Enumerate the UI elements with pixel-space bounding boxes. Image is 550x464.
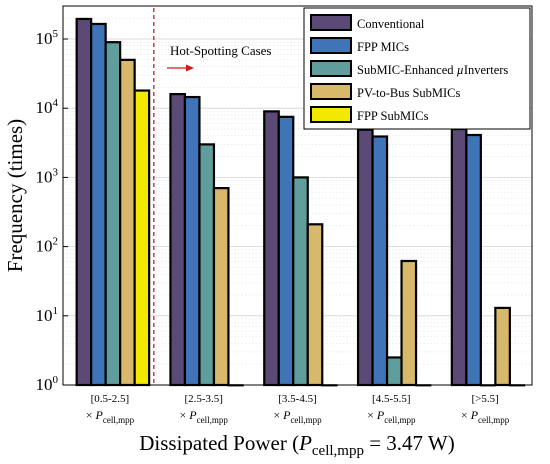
legend-swatch: [310, 14, 352, 31]
bar: [183, 95, 201, 387]
legend-label: SubMIC-Enhanced µInverters: [357, 63, 508, 77]
legend-label: Conventional: [357, 17, 425, 31]
y-tick-label: 101: [36, 305, 59, 325]
bar: [198, 143, 216, 387]
legend-swatch: [310, 106, 352, 123]
bar: [465, 133, 482, 387]
legend-label: FPP SubMICs: [357, 109, 429, 123]
bar: [104, 41, 122, 387]
x-tick-label: [4.5-5.5]: [372, 393, 411, 405]
bar: [169, 92, 187, 387]
bar: [133, 89, 151, 387]
legend-swatch: [310, 83, 352, 100]
y-axis: 100 101 102 103 104 105: [36, 28, 68, 394]
x-tick-suffix: × Pcell,mpp: [273, 408, 322, 425]
bar: [494, 306, 511, 387]
x-tick-label: [0.5-2.5]: [91, 393, 130, 405]
bar: [277, 115, 295, 387]
x-axis: [0.5-2.5] × Pcell,mpp [2.5-3.5] × Pcell,mpp…: [86, 393, 510, 425]
legend: Conventional FPP MICs SubMIC-Enhanced µInv…: [303, 7, 531, 130]
legend-swatch: [310, 60, 352, 77]
x-tick-label: [2.5-3.5]: [184, 393, 223, 405]
y-tick-label: 105: [36, 28, 59, 48]
legend-label: PV-to-Bus SubMICs: [357, 86, 461, 100]
bar: [119, 58, 136, 387]
plot-frame: [62, 5, 533, 386]
bar: [400, 259, 418, 387]
legend-swatch: [310, 37, 352, 54]
bar: [385, 356, 403, 387]
x-tick-suffix: × Pcell,mpp: [86, 408, 135, 425]
x-tick-label: [>5.5]: [471, 393, 498, 405]
x-tick-suffix: × Pcell,mpp: [367, 408, 416, 425]
bar: [356, 128, 374, 387]
legend-label: FPP MICs: [357, 40, 409, 54]
y-tick-label: 104: [36, 97, 59, 117]
y-tick-label: 102: [36, 236, 59, 256]
x-tick-suffix: × Pcell,mpp: [180, 408, 229, 425]
bar: [212, 187, 230, 387]
x-tick-label: [3.5-4.5]: [278, 393, 317, 405]
bar: [371, 135, 389, 387]
hot-spot-arrowhead: [186, 64, 194, 72]
x-tick-suffix: × Pcell,mpp: [461, 408, 510, 425]
bar: [90, 22, 107, 387]
y-tick-label: 100: [36, 374, 59, 394]
bar: [450, 127, 468, 387]
bar: [292, 176, 309, 387]
bar: [75, 17, 93, 387]
y-tick-label: 103: [36, 166, 59, 186]
bar: [263, 110, 280, 387]
bar: [306, 223, 324, 387]
x-axis-label: Dissipated Power (Pcell,mpp = 3.47 W): [139, 431, 455, 459]
hot-spot-label: Hot-Spotting Cases: [170, 43, 271, 58]
y-axis-label: Frequency (times): [3, 119, 27, 272]
